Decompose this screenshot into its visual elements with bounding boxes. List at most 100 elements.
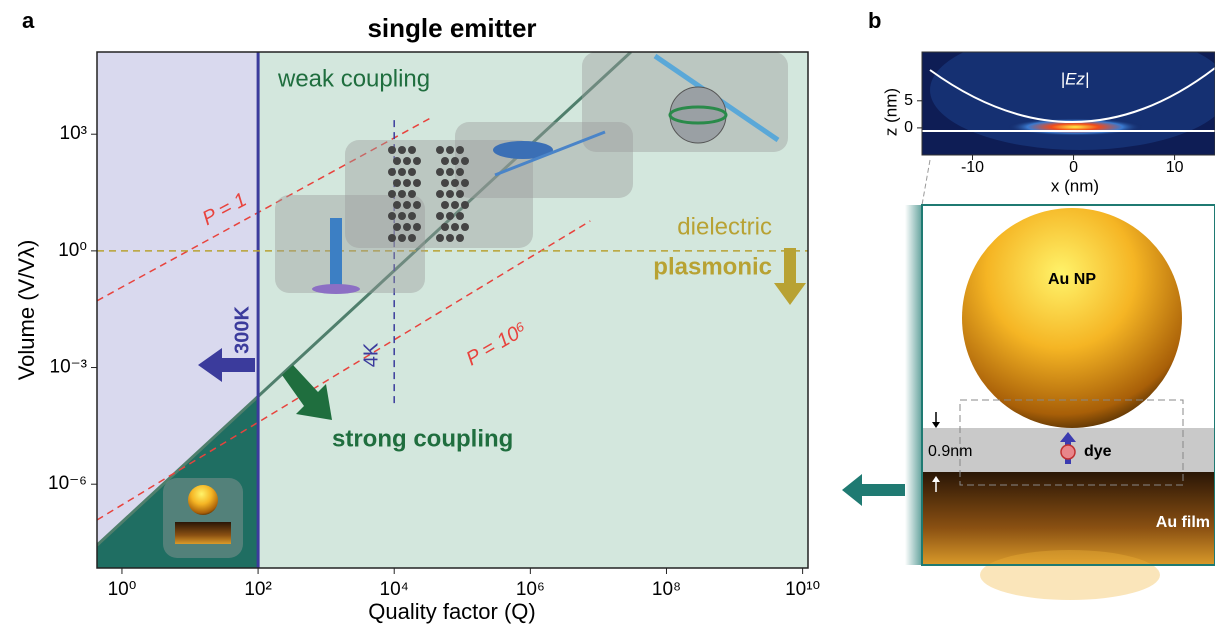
crystal-hole — [461, 157, 469, 165]
crystal-hole — [388, 234, 396, 242]
crystal-hole — [436, 146, 444, 154]
y-axis-label: z (nm) — [881, 88, 900, 136]
chart-title: single emitter — [367, 13, 536, 43]
y-tick-label: 10⁰ — [58, 240, 87, 261]
crystal-hole — [451, 223, 459, 231]
crystal-hole — [413, 179, 421, 187]
crystal-hole — [436, 234, 444, 242]
x-axis-label: Quality factor (Q) — [368, 599, 535, 624]
x-tick-label: 10⁴ — [380, 579, 409, 600]
crystal-hole — [441, 157, 449, 165]
sphere-ring — [668, 105, 728, 125]
crystal-hole — [398, 190, 406, 198]
crystal-hole — [408, 212, 416, 220]
crystal-hole — [456, 190, 464, 198]
crystal-hole — [393, 157, 401, 165]
x-tick-label: 10 — [1166, 159, 1184, 176]
annotation: weak coupling — [277, 65, 430, 92]
series-line — [97, 220, 591, 521]
sphere — [669, 86, 727, 144]
crystal-hole — [461, 179, 469, 187]
x-tick-label: 0 — [1069, 159, 1078, 176]
crystal-hole — [446, 212, 454, 220]
y-tick-label: 0 — [904, 119, 913, 136]
x-axis-label: x (nm) — [1051, 176, 1099, 195]
crystal-hole — [388, 190, 396, 198]
arrow-300k — [198, 348, 255, 382]
series-line — [97, 117, 431, 302]
crystal-hole — [451, 201, 459, 209]
crystal-hole — [403, 157, 411, 165]
plot-frame — [96, 51, 809, 569]
series-line — [97, 52, 632, 547]
y-tick-label: 10⁻³ — [50, 357, 88, 378]
x-tick-label: 10² — [244, 579, 271, 600]
crystal-hole — [403, 201, 411, 209]
zoom-fan — [905, 205, 922, 565]
y-tick-label: 10⁻⁶ — [48, 473, 87, 494]
crystal-hole — [393, 223, 401, 231]
x-tick-label: 10⁸ — [652, 579, 681, 600]
zoom-line — [921, 159, 931, 206]
crystal-hole — [456, 168, 464, 176]
crystal-hole — [456, 212, 464, 220]
particle-label: Au NP — [1048, 271, 1096, 288]
crystal-hole — [436, 212, 444, 220]
annotation: strong coupling — [332, 425, 513, 452]
crystal-hole — [398, 168, 406, 176]
crystal-hole — [461, 223, 469, 231]
panel-label: b — [868, 8, 881, 33]
crystal-hole — [441, 201, 449, 209]
arrow-plasmonic — [774, 248, 806, 305]
crystal-hole — [393, 179, 401, 187]
crystal-hole — [388, 168, 396, 176]
crystal-hole — [446, 234, 454, 242]
field-map — [922, 52, 1215, 155]
annotation: plasmonic — [653, 253, 772, 280]
crystal-hole — [436, 168, 444, 176]
emitter-label: dye — [1084, 443, 1112, 460]
nanogap-diagram — [921, 204, 1215, 600]
disk-fiber — [494, 130, 606, 177]
field-map-frame — [921, 51, 1215, 156]
crystal-hole — [403, 179, 411, 187]
crystal-hole — [451, 157, 459, 165]
crystal-hole — [446, 190, 454, 198]
crystal-hole — [436, 190, 444, 198]
field-label: |Ez| — [1061, 69, 1090, 88]
x-tick-label: -10 — [961, 159, 984, 176]
device-icon — [275, 195, 425, 293]
plot-area — [97, 52, 808, 568]
crystal-hole — [446, 146, 454, 154]
nanoparticle-icon — [188, 485, 218, 515]
crystal-hole — [408, 168, 416, 176]
field-map-axes: -10 0 10 0 5 — [904, 92, 1183, 176]
crystal-hole — [388, 146, 396, 154]
crystal-hole — [403, 223, 411, 231]
y-tick-label: 5 — [904, 92, 913, 109]
crystal-hole — [408, 190, 416, 198]
disk — [493, 141, 553, 159]
crystal-hole — [408, 234, 416, 242]
crystal-hole — [413, 201, 421, 209]
crystal-hole — [446, 168, 454, 176]
annotation: 300K — [231, 306, 253, 354]
crystal-hole — [456, 146, 464, 154]
pillar-base — [312, 284, 360, 294]
zoom-arrow — [842, 474, 905, 506]
y-axis-label: Volume (V/Vλ) — [14, 240, 39, 381]
annotation: dielectric — [677, 213, 772, 240]
crystal-hole — [398, 212, 406, 220]
film-icon — [175, 522, 231, 544]
crystal-hole — [393, 201, 401, 209]
crystal-hole — [451, 179, 459, 187]
crystal-hole — [388, 212, 396, 220]
pillar — [330, 218, 342, 288]
crystal-hole — [413, 157, 421, 165]
x-tick-label: 10¹⁰ — [785, 579, 820, 600]
crystal-hole — [413, 223, 421, 231]
crystal-hole — [398, 234, 406, 242]
device-icon — [455, 122, 633, 198]
crystal-hole — [461, 201, 469, 209]
